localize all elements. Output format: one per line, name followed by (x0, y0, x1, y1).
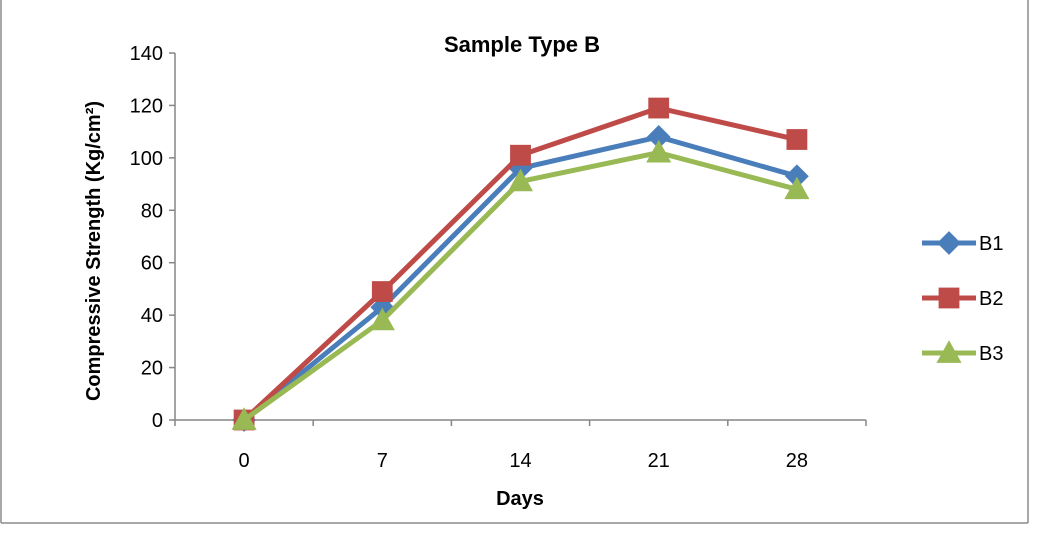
x-tick-label: 21 (648, 450, 670, 472)
y-tick-label: 120 (130, 95, 163, 117)
y-tick-label: 80 (141, 200, 163, 222)
axes (174, 53, 866, 421)
data-point (510, 144, 531, 166)
data-point (646, 139, 672, 163)
legend-item: B1 (922, 231, 1003, 255)
series-b2 (233, 97, 808, 431)
x-tick-label: 28 (786, 450, 808, 472)
data-point (369, 307, 395, 331)
data-point (507, 168, 534, 192)
legend-item: B3 (922, 340, 1003, 365)
y-tick-label: 20 (141, 358, 163, 380)
series-layer (231, 97, 810, 432)
y-tick-label: 140 (130, 43, 163, 65)
legend-marker (937, 231, 961, 255)
y-axis-title: Compressive Strength (Kg/cm²) (83, 101, 105, 401)
y-tick-label: 40 (141, 305, 163, 327)
data-point (371, 281, 393, 302)
legend-marker (938, 287, 960, 309)
x-tick-label: 0 (239, 450, 250, 472)
chart-frame (0, 0, 1029, 524)
x-axis-ticks: 0 7 14 21 28 (174, 420, 867, 472)
data-point (231, 407, 257, 430)
data-point (648, 97, 670, 119)
legend-item: B2 (922, 287, 1003, 310)
y-tick-label: 0 (152, 410, 163, 432)
y-axis-ticks: 0 20 40 60 80 100 120 140 (130, 43, 175, 432)
legend: B1 B2 B3 (922, 231, 1003, 365)
legend-marker (936, 340, 962, 363)
legend-label: B3 (979, 343, 1003, 365)
y-tick-label: 60 (141, 253, 163, 275)
series-line (242, 150, 798, 423)
x-tick-label: 14 (509, 450, 531, 472)
data-point (786, 129, 808, 150)
y-tick-label: 100 (130, 148, 163, 170)
data-point (784, 176, 810, 200)
legend-label: B1 (979, 233, 1003, 255)
x-tick-label: 7 (377, 450, 388, 472)
series-b3 (231, 139, 810, 430)
chart-title: Sample Type B (444, 32, 600, 57)
x-axis-title: Days (496, 488, 544, 510)
legend-label: B2 (979, 288, 1003, 310)
